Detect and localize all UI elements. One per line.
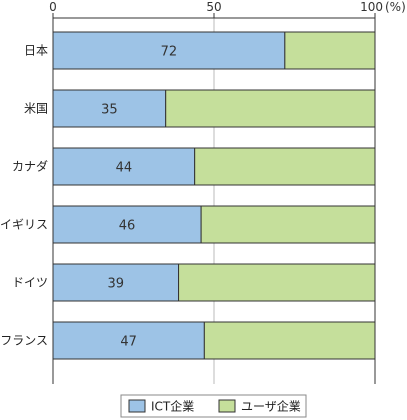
bars bbox=[52, 31, 376, 360]
legend-box bbox=[120, 394, 307, 418]
bar-user-3 bbox=[200, 205, 376, 244]
legend-swatch-user bbox=[218, 399, 236, 413]
bar-user-0 bbox=[284, 31, 376, 70]
data-label: 47 bbox=[120, 335, 137, 350]
data-label: 46 bbox=[119, 219, 136, 234]
legend-swatch-ict bbox=[128, 399, 146, 413]
labels: 日本 72 米国 35 カナダ 44 イギリス 46 ドイツ 39 フランス 47 bbox=[0, 44, 177, 350]
category-label: フランス bbox=[0, 334, 48, 348]
data-label: 72 bbox=[161, 45, 178, 60]
category-label: イギリス bbox=[0, 218, 48, 232]
legend-label-user: ユーザ企業 bbox=[241, 399, 301, 414]
bar-user-2 bbox=[194, 147, 376, 186]
category-label: 米国 bbox=[24, 102, 48, 116]
bar-ict-1 bbox=[52, 89, 167, 128]
legend: ICT企業 ユーザ企業 bbox=[120, 394, 307, 418]
data-label: 39 bbox=[108, 277, 125, 292]
x-tick-label: 0 bbox=[49, 0, 57, 14]
category-label: カナダ bbox=[12, 159, 48, 174]
x-tick-label: 50 bbox=[206, 0, 221, 14]
category-label: 日本 bbox=[24, 44, 48, 58]
bar-ict-5 bbox=[52, 321, 205, 360]
x-tick-label: 100 bbox=[360, 0, 383, 14]
bar-ict-0 bbox=[52, 31, 286, 70]
bar-user-4 bbox=[178, 263, 376, 302]
bar-ict-4 bbox=[52, 263, 180, 302]
category-label: ドイツ bbox=[12, 276, 48, 290]
data-label: 44 bbox=[116, 161, 133, 176]
bar-ict-2 bbox=[52, 147, 196, 186]
data-label: 35 bbox=[101, 103, 118, 118]
x-unit-label: (%) bbox=[385, 0, 406, 14]
bar-user-1 bbox=[165, 89, 376, 128]
x-axis: 0 50 100 (%) bbox=[49, 0, 406, 19]
legend-label-ict: ICT企業 bbox=[151, 399, 194, 414]
bar-user-5 bbox=[203, 321, 376, 360]
